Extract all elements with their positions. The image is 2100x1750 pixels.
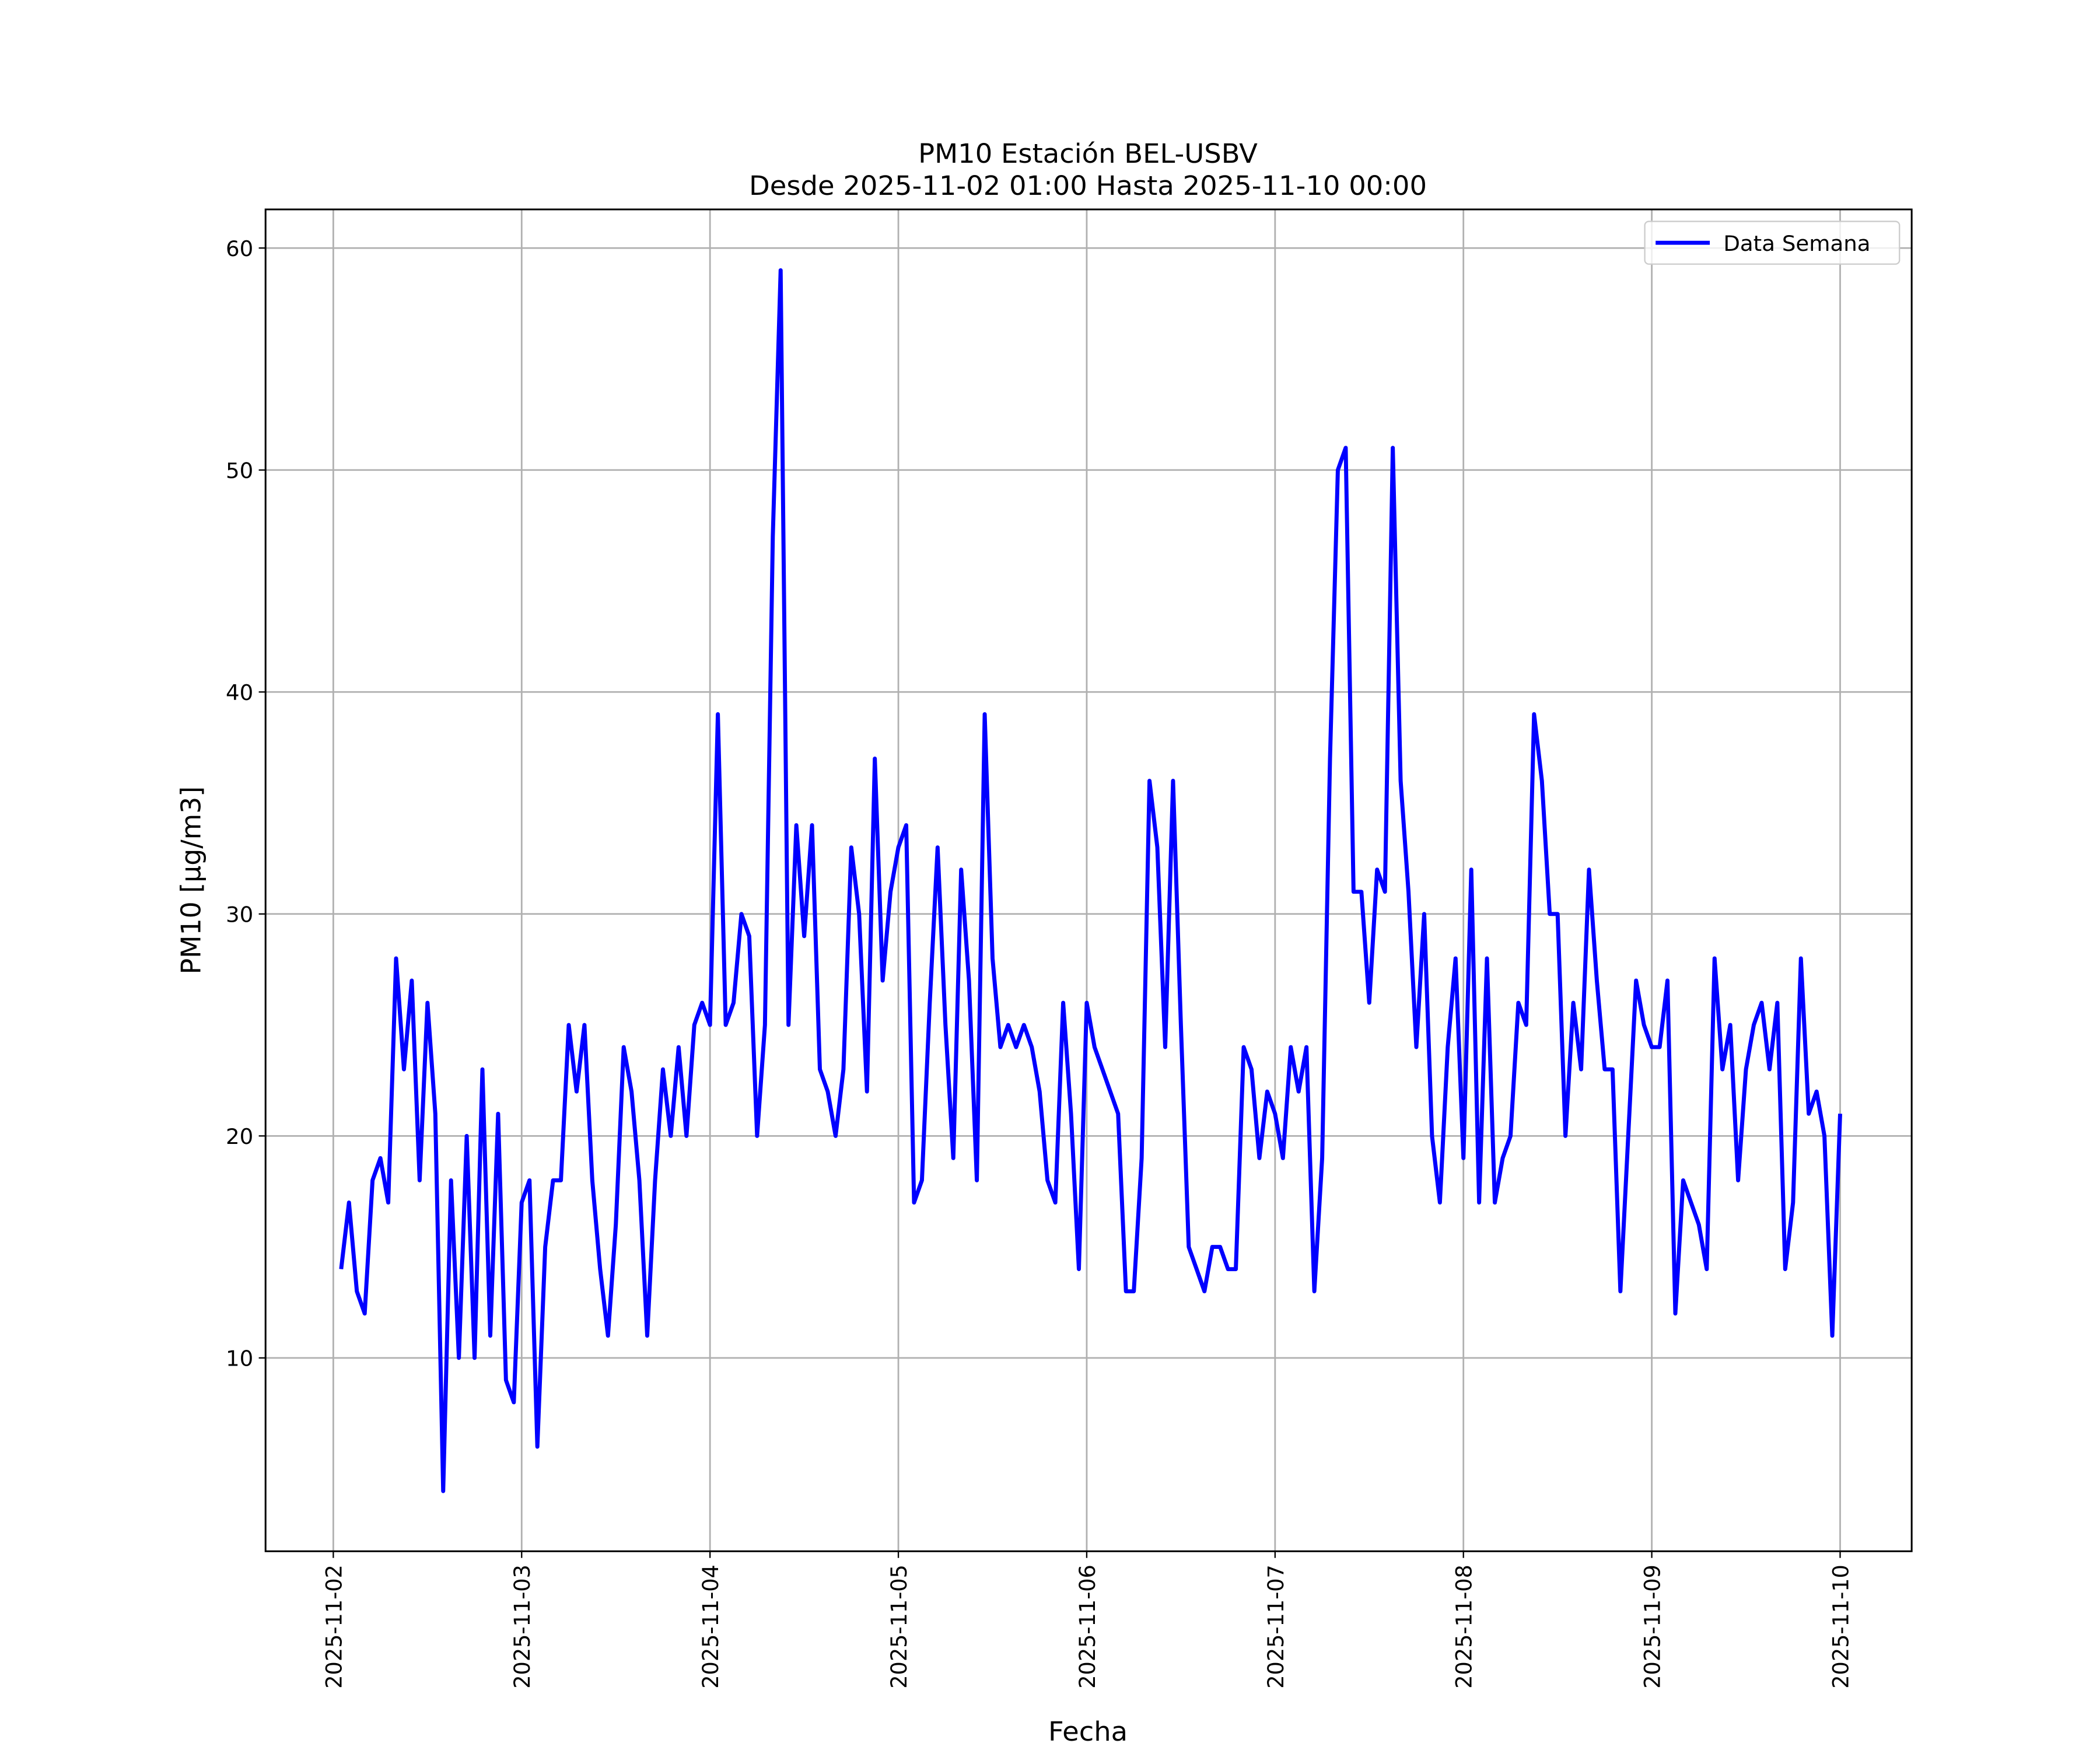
x-tick-label: 2025-11-09 — [1640, 1564, 1665, 1689]
legend-label: Data Semana — [1723, 231, 1870, 256]
y-tick-label: 60 — [226, 236, 253, 261]
y-tick-label: 40 — [226, 680, 253, 705]
x-tick-label: 2025-11-07 — [1264, 1564, 1289, 1689]
x-tick-label: 2025-11-08 — [1451, 1564, 1476, 1689]
y-tick-label: 30 — [226, 902, 253, 928]
chart-title: PM10 Estación BEL-USBV — [918, 138, 1258, 169]
x-tick-label: 2025-11-10 — [1828, 1564, 1853, 1689]
x-tick-label: 2025-11-06 — [1075, 1564, 1100, 1689]
x-axis-label: Fecha — [1048, 1716, 1128, 1747]
legend-box — [1644, 220, 1901, 265]
y-axis-label: PM10 [μg/m3] — [175, 786, 206, 975]
plot-frame — [264, 208, 1913, 1552]
x-tick-label: 2025-11-04 — [698, 1564, 723, 1689]
x-tick-label: 2025-11-02 — [321, 1564, 346, 1689]
chart-subtitle: Desde 2025-11-02 01:00 Hasta 2025-11-10 … — [749, 170, 1427, 201]
data-line — [339, 268, 1842, 1493]
y-tick-label: 50 — [226, 459, 253, 484]
y-tick-label: 20 — [226, 1124, 253, 1149]
x-tick-label: 2025-11-05 — [887, 1564, 912, 1689]
legend: Data Semana — [1644, 220, 1901, 265]
y-tick-label: 10 — [226, 1346, 253, 1371]
x-tick-label: 2025-11-03 — [510, 1564, 535, 1689]
